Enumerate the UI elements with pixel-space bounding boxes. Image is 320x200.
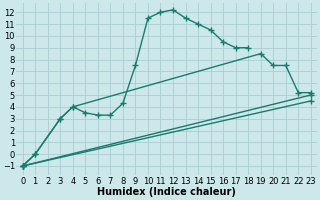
X-axis label: Humidex (Indice chaleur): Humidex (Indice chaleur) xyxy=(97,187,236,197)
